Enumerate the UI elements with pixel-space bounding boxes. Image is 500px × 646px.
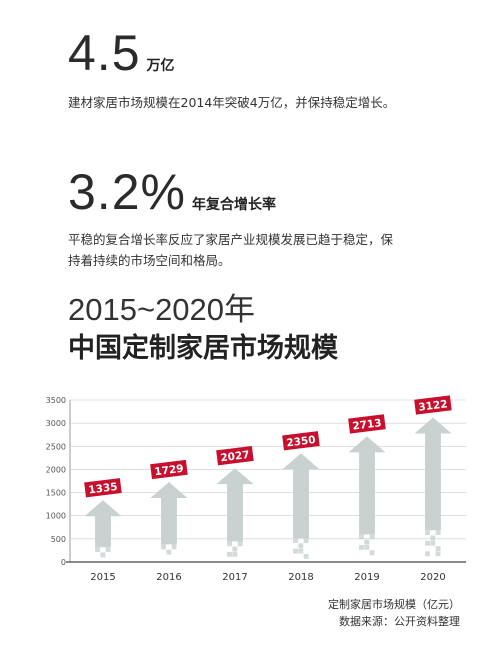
data-source: 数据来源：公开资料整理 — [339, 615, 460, 628]
data-label-box — [282, 431, 320, 451]
bar-fade-block — [227, 541, 232, 547]
data-label: 1335 — [84, 478, 122, 498]
bar-fade-block — [425, 551, 430, 557]
chart-heading-title: 中国定制家居市场规模 — [68, 333, 338, 364]
bar-fade-block — [430, 535, 436, 541]
y-tick-label: 500 — [51, 535, 66, 544]
y-tick-label: 3000 — [46, 419, 66, 428]
bar-fade-block — [237, 541, 243, 547]
stat-growth-rate-description: 平稳的复合增长率反应了家居产业规模发展已趋于稳定，保持着持续的市场空间和格局。 — [68, 232, 394, 268]
data-label-text: 2713 — [352, 417, 382, 432]
stat-market-size-description: 建材家居市场规模在2014年突破4万亿，并保持稳定增长。 — [68, 95, 396, 110]
bar-arrow — [414, 417, 452, 531]
data-label: 2027 — [216, 446, 254, 466]
bar-fade-block — [100, 552, 106, 558]
bar-fade-block — [298, 548, 304, 554]
bar-fade-block — [369, 550, 375, 556]
data-label: 2350 — [282, 431, 320, 451]
data-label-box — [414, 395, 452, 415]
bar-arrow — [150, 481, 188, 545]
bar-fade-block — [369, 534, 375, 540]
bar-fade-block — [232, 551, 238, 557]
bar-fade-block — [105, 547, 111, 553]
stat-growth-rate-unit: 年复合增长率 — [191, 197, 276, 213]
chart-heading: 2015~2020年 中国定制家居市场规模 — [68, 292, 338, 368]
chart-footer: 定制家居市场规模（亿元） 数据来源：公开资料整理 — [328, 596, 460, 630]
x-tick-label: 2016 — [156, 572, 181, 583]
data-label-box — [84, 478, 122, 498]
data-label-text: 2350 — [286, 434, 316, 449]
x-tick-label: 2018 — [288, 572, 313, 583]
data-label-text: 1729 — [154, 463, 184, 478]
x-tick-label: 2019 — [354, 572, 379, 583]
bar-fade-block — [359, 534, 364, 540]
stat-market-size-unit: 万亿 — [146, 58, 175, 74]
bar-fade-block — [435, 530, 441, 536]
x-tick-label: 2015 — [90, 572, 115, 583]
bar-arrow — [216, 468, 254, 542]
bar-arrow — [282, 453, 320, 539]
stat-market-size-number: 4.5 — [68, 25, 141, 81]
bar-fade-block — [95, 547, 100, 553]
data-label: 3122 — [414, 395, 452, 415]
y-tick-label: 1500 — [46, 489, 66, 498]
bar-fade-block — [364, 539, 370, 545]
bar-fade-block — [303, 553, 309, 559]
bar-arrow — [348, 436, 386, 535]
bar-arrow — [84, 500, 122, 548]
bar-fade-block — [171, 544, 177, 550]
data-label-box — [348, 414, 386, 434]
bar-fade-block — [435, 551, 441, 557]
stat-growth-rate-number: 3.2% — [68, 164, 186, 220]
bar-fade-block — [293, 538, 298, 543]
data-label-text: 2027 — [220, 449, 250, 464]
data-label-text: 3122 — [418, 398, 448, 413]
data-label-box — [216, 446, 254, 466]
series-label: 定制家居市场规模（亿元） — [328, 598, 460, 611]
stat-market-size: 4.5 万亿 建材家居市场规模在2014年突破4万亿，并保持稳定增长。 — [68, 26, 395, 113]
y-tick-label: 3500 — [46, 396, 66, 405]
bar-fade-block — [425, 540, 430, 546]
stat-growth-rate: 3.2% 年复合增长率 平稳的复合增长率反应了家居产业规模发展已趋于稳定，保持着持… — [68, 165, 398, 271]
x-tick-label: 2017 — [222, 572, 247, 583]
bar-fade-block — [298, 543, 304, 549]
y-tick-label: 1000 — [46, 512, 66, 521]
data-label: 2713 — [348, 414, 386, 434]
y-tick-label: 2500 — [46, 442, 66, 451]
bar-fade-block — [364, 544, 370, 550]
bar-fade-block — [303, 538, 309, 543]
bar-fade-block — [227, 551, 232, 557]
bar-fade-block — [293, 548, 298, 554]
bar-fade-block — [359, 544, 364, 550]
bar-fade-block — [435, 546, 441, 551]
bar-fade-block — [425, 530, 430, 536]
chart-heading-years: 2015~2020年 — [68, 292, 256, 327]
data-label-box — [150, 459, 188, 480]
data-label-text: 1335 — [88, 481, 118, 496]
bar-chart: 0 500 1000 1500 2000 2500 3000 3500 1335 2015 1729… — [46, 395, 466, 583]
y-tick-label: 0 — [61, 558, 66, 567]
bar-fade-block — [430, 540, 436, 546]
bar-fade-block — [161, 544, 166, 550]
x-tick-label: 2020 — [420, 572, 445, 583]
y-tick-label: 2000 — [46, 465, 66, 474]
bar-fade-block — [166, 549, 172, 555]
data-label: 1729 — [150, 459, 188, 480]
bar-fade-block — [232, 546, 238, 552]
